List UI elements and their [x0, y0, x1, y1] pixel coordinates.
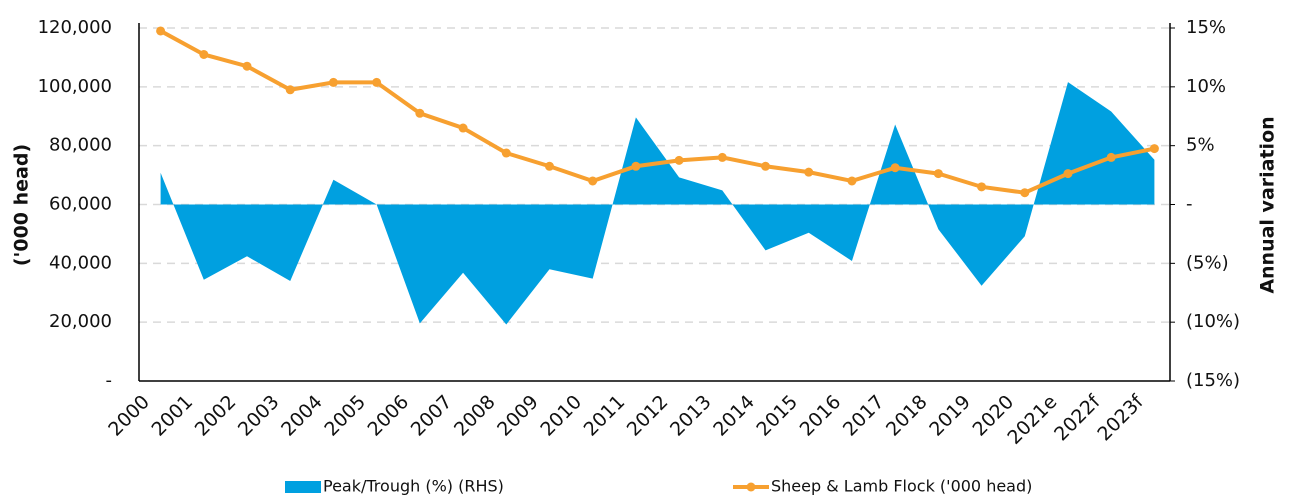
y-tick-label: 60,000	[49, 194, 112, 215]
line-marker	[1149, 144, 1159, 154]
x-tick-label: 2023f	[1093, 390, 1148, 445]
line-marker	[933, 169, 943, 179]
line-marker	[847, 176, 857, 186]
line-marker	[372, 77, 382, 87]
x-tick-label: 2002	[191, 391, 241, 441]
x-tick-label: 2008	[450, 391, 500, 441]
x-tick-label: 2009	[493, 391, 543, 441]
line-marker	[415, 108, 425, 118]
y-axis-title: ('000 head)	[11, 144, 33, 266]
line-marker	[717, 152, 727, 162]
area	[160, 82, 1155, 325]
x-tick-label: 2017	[839, 391, 889, 441]
legend-label: Peak/Trough (%) (RHS)	[323, 477, 504, 496]
y-tick-label: 100,000	[38, 76, 112, 97]
y-tick-label: 120,000	[38, 17, 112, 38]
line	[159, 29, 1155, 195]
x-tick-label: 2000	[104, 391, 154, 441]
x-tick-label: 2014	[709, 391, 759, 441]
x-tick-label: 2011	[580, 391, 630, 441]
x-tick-label: 2010	[536, 391, 586, 441]
x-tick-label: 2007	[407, 391, 457, 441]
y-tick-label: 20,000	[49, 311, 112, 332]
line-marker	[458, 123, 468, 133]
line-marker	[156, 26, 166, 36]
y2-tick-label: -	[1186, 194, 1193, 215]
x-tick-label: 2022f	[1050, 390, 1105, 445]
line-marker	[242, 61, 252, 71]
line-marker	[544, 161, 554, 171]
line-marker	[285, 85, 295, 95]
x-tick-label: 2021e	[1003, 391, 1061, 449]
y-tick-label: 40,000	[49, 252, 112, 273]
x-tick-label: 2019	[925, 391, 975, 441]
y2-tick-label: (10%)	[1186, 311, 1240, 332]
x-tick-label: 2018	[882, 391, 932, 441]
line-marker	[501, 148, 511, 158]
line-marker	[890, 163, 900, 173]
line-marker	[761, 161, 771, 171]
line-marker	[199, 49, 209, 59]
y2-tick-label: 5%	[1186, 135, 1215, 156]
x-tick-label: 2006	[364, 391, 414, 441]
y-tick-label: 80,000	[49, 135, 112, 156]
line-marker	[674, 155, 684, 165]
x-tick-label: 2015	[752, 391, 802, 441]
y2-tick-label: 10%	[1186, 76, 1226, 97]
x-tick-label: 2012	[623, 391, 673, 441]
line-marker	[1106, 152, 1116, 162]
y2-tick-label: (15%)	[1186, 370, 1240, 391]
y2-tick-label: 15%	[1186, 17, 1226, 38]
line-marker	[588, 176, 598, 186]
line-marker	[1063, 169, 1073, 179]
line-marker	[804, 167, 814, 177]
x-tick-label: 2003	[234, 391, 284, 441]
line-marker	[631, 161, 641, 171]
y-tick-label: -	[106, 370, 113, 391]
x-tick-label: 2005	[320, 391, 370, 441]
line-marker	[977, 182, 987, 192]
legend-label: Sheep & Lamb Flock ('000 head)	[771, 477, 1032, 496]
line-marker	[1020, 188, 1030, 198]
y2-axis-title: Annual variation	[1257, 116, 1279, 293]
line-marker	[328, 77, 338, 87]
x-tick-label: 2013	[666, 391, 716, 441]
y2-tick-label: (5%)	[1186, 252, 1229, 273]
x-tick-label: 2016	[796, 391, 846, 441]
legend-swatch-marker	[746, 482, 756, 492]
x-tick-label: 2004	[277, 391, 327, 441]
x-tick-label: 2001	[147, 391, 197, 441]
legend-swatch	[285, 481, 321, 493]
